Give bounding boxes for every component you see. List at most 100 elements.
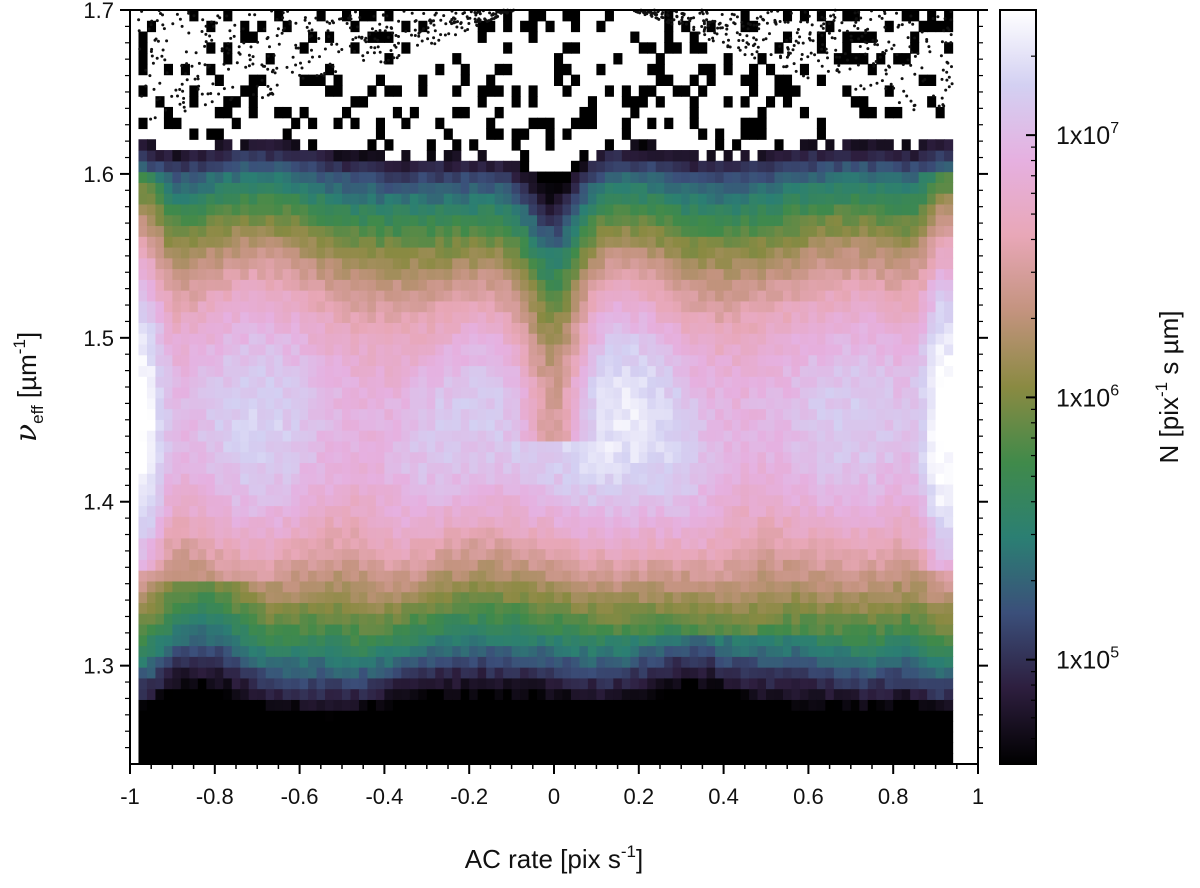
heatmap-cell — [163, 527, 173, 539]
heatmap-cell — [138, 656, 148, 668]
heatmap-cell — [333, 451, 343, 463]
heatmap-cell — [732, 311, 742, 323]
heatmap-cell — [435, 300, 445, 313]
heatmap-cell — [782, 246, 793, 259]
heatmap-cell — [409, 753, 419, 765]
heatmap-cell — [180, 182, 190, 194]
heatmap-cell — [655, 473, 665, 485]
heatmap-cell — [706, 602, 716, 614]
heatmap-cell — [163, 483, 173, 496]
heatmap-cell — [316, 333, 326, 345]
heatmap-cell — [460, 236, 470, 248]
heatmap-cell — [443, 494, 453, 507]
heatmap-cell — [833, 537, 843, 550]
heatmap-cell — [469, 742, 479, 754]
heatmap-cell — [367, 677, 377, 690]
heatmap-cell — [299, 645, 309, 657]
heatmap-cell — [825, 430, 835, 442]
heatmap-cell — [197, 150, 207, 162]
heatmap-cell — [706, 440, 716, 453]
heatmap-cell — [367, 376, 377, 388]
heatmap-cell — [782, 483, 793, 496]
heatmap-cell — [189, 516, 199, 528]
heatmap-cell — [511, 613, 521, 625]
heatmap-cell — [630, 376, 640, 388]
heatmap-cell — [833, 290, 843, 302]
heatmap-cell — [681, 171, 691, 183]
heatmap-cell — [443, 559, 453, 571]
heatmap-cell — [664, 580, 674, 593]
heatmap-cell — [367, 419, 377, 431]
heatmap-cell — [545, 365, 555, 377]
heatmap-cell — [545, 182, 555, 194]
heatmap-cell — [231, 753, 241, 765]
heatmap-cell — [180, 440, 190, 453]
heatmap-cell — [706, 645, 716, 657]
heatmap-cell — [333, 548, 343, 560]
heatmap-cell — [409, 214, 419, 227]
heatmap-cell — [172, 440, 182, 453]
heatmap-cell — [732, 193, 742, 205]
heatmap-cell — [723, 731, 733, 744]
heatmap-cell — [155, 236, 165, 248]
heatmap-cell — [799, 279, 809, 291]
heatmap-cell — [308, 623, 318, 636]
heatmap-cell — [799, 753, 809, 765]
heatmap-cell — [189, 257, 199, 270]
heatmap-cell — [647, 279, 657, 291]
heatmap-cell — [528, 171, 538, 183]
heatmap-cell — [452, 677, 462, 690]
heatmap-cell — [240, 742, 250, 754]
heatmap-cell — [715, 473, 725, 485]
heatmap-cell — [180, 623, 190, 636]
heatmap-cell — [766, 257, 776, 270]
heatmap-cell — [596, 203, 606, 216]
heatmap-cell — [596, 376, 606, 388]
heatmap-cell — [189, 623, 199, 636]
heatmap-cell — [401, 430, 411, 442]
heatmap-cell — [469, 613, 479, 625]
heatmap-cell — [155, 473, 165, 485]
heatmap-cell — [282, 731, 292, 744]
heatmap-cell — [443, 236, 453, 248]
heatmap-cell — [401, 537, 411, 550]
heatmap-cell — [477, 527, 487, 539]
heatmap-cell — [342, 290, 352, 302]
heatmap-cell — [511, 225, 521, 237]
heatmap-cell — [223, 139, 233, 151]
heatmap-cell — [316, 193, 326, 205]
heatmap-cell — [291, 688, 301, 700]
heatmap-cell — [358, 246, 369, 259]
heatmap-cell — [189, 333, 199, 345]
heatmap-cell — [579, 160, 589, 173]
heatmap-cell — [299, 236, 309, 248]
heatmap-cell — [638, 473, 648, 485]
heatmap-cell — [808, 376, 818, 388]
heatmap-cell — [223, 623, 233, 636]
heatmap-cell — [494, 710, 504, 722]
heatmap-cell — [664, 182, 674, 194]
heatmap-cell — [418, 74, 428, 86]
heatmap-cell — [579, 677, 589, 690]
heatmap-cell — [782, 591, 793, 604]
heatmap-cell — [494, 246, 504, 259]
heatmap-cell — [689, 96, 699, 108]
heatmap-cell — [766, 623, 776, 636]
heatmap-cell — [325, 645, 335, 657]
heatmap-cell — [231, 408, 241, 420]
heatmap-cell — [791, 548, 801, 560]
heatmap-cell — [172, 753, 182, 765]
heatmap-cell — [180, 473, 190, 485]
heatmap-cell — [570, 645, 581, 657]
heatmap-cell — [308, 494, 318, 507]
heatmap-cell — [706, 74, 716, 86]
heatmap-cell — [333, 753, 343, 765]
heatmap-cell — [206, 225, 216, 237]
heatmap-cell — [494, 753, 504, 765]
heatmap-cell — [206, 527, 216, 539]
heatmap-cell — [426, 570, 436, 582]
heatmap-cell — [587, 699, 597, 711]
heatmap-cell — [223, 268, 233, 280]
heatmap-cell — [231, 96, 241, 108]
heatmap-cell — [426, 225, 436, 237]
